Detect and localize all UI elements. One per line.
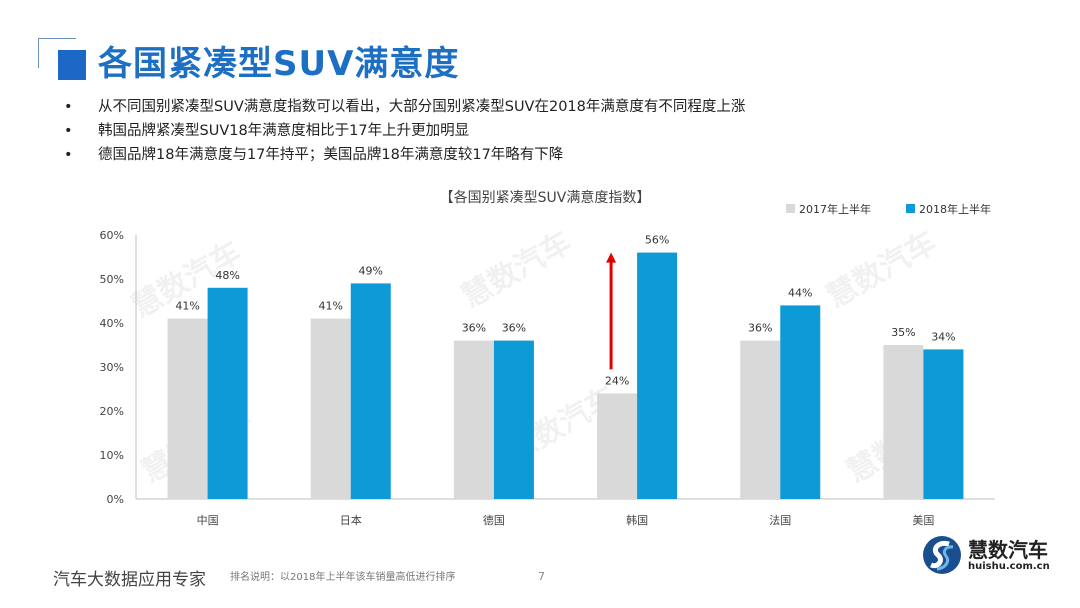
data-label: 44% xyxy=(788,286,812,299)
title-decoration-block xyxy=(58,50,86,80)
y-tick-label: 40% xyxy=(100,317,124,330)
chart-title: 【各国别紧凑型SUV满意度指数】 xyxy=(440,189,651,206)
page-title: 各国紧凑型SUV满意度 xyxy=(98,44,460,84)
footer-slogan: 汽车大数据应用专家 xyxy=(53,570,206,590)
brand-logo: 慧数汽车 huishu.com.cn xyxy=(922,535,1050,575)
footer-note: 排名说明：以2018年上半年该车销量高低进行排序 xyxy=(230,572,456,583)
data-label: 36% xyxy=(502,322,526,335)
x-tick-label: 中国 xyxy=(197,514,219,527)
bar-2018 xyxy=(780,305,821,499)
data-label: 34% xyxy=(931,330,955,343)
bar-2018 xyxy=(207,287,248,499)
legend-label-2017: 2017年上半年 xyxy=(799,202,871,216)
bar-2017 xyxy=(310,318,351,499)
x-tick-label: 美国 xyxy=(912,514,934,527)
data-label: 41% xyxy=(319,300,343,313)
y-tick-label: 60% xyxy=(100,229,124,242)
logo-name: 慧数汽车 xyxy=(968,537,1048,562)
bullet-list: 从不同国别紧凑型SUV满意度指数可以看出，大部分国别紧凑型SUV在2018年满意… xyxy=(60,95,745,167)
bar-2017 xyxy=(167,318,208,499)
data-label: 56% xyxy=(645,234,669,247)
y-tick-label: 0% xyxy=(107,493,124,506)
data-label: 41% xyxy=(175,300,199,313)
bar-2018 xyxy=(350,283,391,499)
bullet-item: 韩国品牌紧凑型SUV18年满意度相比于17年上升更加明显 xyxy=(60,119,745,143)
bullet-item: 德国品牌18年满意度与17年持平；美国品牌18年满意度较17年略有下降 xyxy=(60,143,745,167)
bar-2018 xyxy=(923,349,964,499)
y-tick-label: 20% xyxy=(100,405,124,418)
arrow-head xyxy=(606,252,617,263)
x-tick-label: 韩国 xyxy=(626,513,648,527)
bar-2017 xyxy=(597,393,638,499)
y-tick-label: 10% xyxy=(100,449,124,462)
logo-url: huishu.com.cn xyxy=(968,560,1050,572)
x-tick-label: 法国 xyxy=(769,513,791,527)
legend-swatch-2017 xyxy=(786,204,795,213)
bullet-item: 从不同国别紧凑型SUV满意度指数可以看出，大部分国别紧凑型SUV在2018年满意… xyxy=(60,95,745,119)
bar-2018 xyxy=(493,340,534,499)
bar-2018 xyxy=(637,252,678,499)
x-tick-label: 德国 xyxy=(483,513,505,527)
page-number: 7 xyxy=(538,570,545,583)
bar-2017 xyxy=(740,340,781,499)
legend-label-2018: 2018年上半年 xyxy=(919,202,991,216)
y-tick-label: 30% xyxy=(100,361,124,374)
data-label: 24% xyxy=(605,374,629,387)
bar-2017 xyxy=(453,340,494,499)
y-tick-label: 50% xyxy=(100,273,124,286)
data-label: 35% xyxy=(891,326,915,339)
x-tick-label: 日本 xyxy=(340,513,362,527)
data-label: 49% xyxy=(359,264,383,277)
logo-icon xyxy=(923,536,961,574)
data-label: 48% xyxy=(215,269,239,282)
data-label: 36% xyxy=(462,322,486,335)
title-decoration xyxy=(38,38,76,68)
bar-2017 xyxy=(883,345,924,499)
data-label: 36% xyxy=(748,322,772,335)
legend-swatch-2018 xyxy=(906,204,915,213)
